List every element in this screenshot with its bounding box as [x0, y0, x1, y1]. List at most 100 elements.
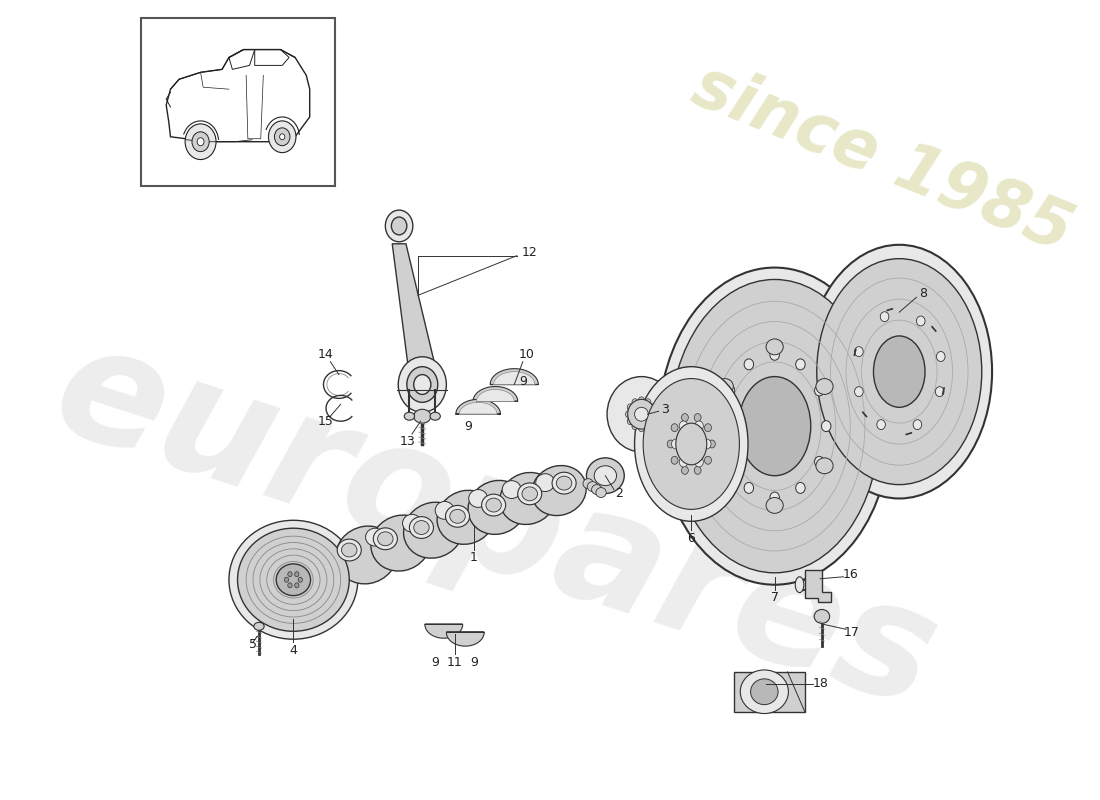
Ellipse shape: [450, 510, 465, 523]
Ellipse shape: [594, 466, 616, 486]
Ellipse shape: [531, 466, 586, 515]
Ellipse shape: [795, 577, 804, 593]
Circle shape: [671, 456, 678, 464]
Circle shape: [638, 397, 645, 404]
Ellipse shape: [628, 399, 656, 429]
Circle shape: [668, 440, 674, 448]
Ellipse shape: [404, 502, 463, 558]
Ellipse shape: [873, 336, 925, 407]
Text: europares: europares: [36, 310, 955, 740]
Ellipse shape: [336, 526, 397, 584]
Circle shape: [671, 424, 678, 432]
Circle shape: [185, 124, 216, 159]
Circle shape: [288, 583, 293, 588]
Text: 7: 7: [771, 591, 779, 604]
Text: 9: 9: [431, 655, 439, 669]
Circle shape: [275, 128, 290, 146]
Ellipse shape: [586, 458, 625, 494]
Ellipse shape: [404, 412, 415, 420]
Ellipse shape: [740, 670, 789, 714]
Circle shape: [288, 572, 293, 577]
Ellipse shape: [403, 514, 421, 532]
Circle shape: [935, 386, 944, 397]
Circle shape: [671, 439, 680, 449]
Circle shape: [744, 359, 754, 370]
Text: 9: 9: [519, 375, 527, 388]
Circle shape: [704, 456, 712, 464]
Ellipse shape: [587, 482, 597, 491]
Ellipse shape: [670, 279, 880, 573]
Circle shape: [795, 359, 805, 370]
Ellipse shape: [816, 458, 833, 474]
Circle shape: [279, 134, 285, 140]
Ellipse shape: [371, 515, 431, 571]
Ellipse shape: [446, 506, 470, 527]
Polygon shape: [455, 399, 500, 414]
Ellipse shape: [750, 679, 778, 705]
Circle shape: [880, 312, 889, 322]
Ellipse shape: [816, 378, 833, 394]
Ellipse shape: [592, 485, 602, 494]
Ellipse shape: [276, 564, 310, 596]
Circle shape: [197, 138, 204, 146]
Text: 13: 13: [399, 434, 416, 447]
Ellipse shape: [716, 378, 734, 394]
Circle shape: [855, 386, 864, 397]
Circle shape: [936, 351, 945, 362]
Circle shape: [725, 385, 735, 396]
Text: 11: 11: [447, 655, 463, 669]
Circle shape: [285, 578, 288, 582]
Ellipse shape: [377, 532, 393, 546]
Circle shape: [632, 398, 638, 406]
Ellipse shape: [552, 472, 576, 494]
Ellipse shape: [238, 528, 349, 631]
Text: since 1985: since 1985: [683, 53, 1081, 265]
Circle shape: [680, 457, 688, 467]
Ellipse shape: [436, 502, 454, 519]
Circle shape: [192, 132, 209, 152]
Circle shape: [916, 316, 925, 326]
Text: 10: 10: [518, 348, 535, 362]
Text: 2: 2: [615, 487, 623, 500]
Ellipse shape: [409, 517, 433, 538]
Circle shape: [645, 422, 651, 430]
Ellipse shape: [437, 490, 495, 544]
Circle shape: [815, 456, 824, 467]
Ellipse shape: [414, 521, 429, 534]
Circle shape: [704, 424, 712, 432]
Circle shape: [877, 420, 886, 430]
Polygon shape: [460, 402, 497, 414]
Text: 12: 12: [521, 246, 538, 259]
Ellipse shape: [522, 487, 538, 501]
Text: 1: 1: [470, 551, 477, 565]
Circle shape: [385, 210, 412, 242]
Circle shape: [795, 482, 805, 494]
Circle shape: [626, 410, 631, 418]
Text: 15: 15: [317, 414, 333, 428]
Circle shape: [298, 578, 302, 582]
Circle shape: [694, 414, 701, 422]
Circle shape: [855, 346, 864, 357]
Ellipse shape: [557, 476, 572, 490]
Circle shape: [650, 404, 656, 410]
Circle shape: [744, 482, 754, 494]
Circle shape: [295, 583, 299, 588]
Text: 4: 4: [289, 644, 297, 657]
Ellipse shape: [503, 481, 521, 498]
Ellipse shape: [430, 412, 440, 420]
FancyBboxPatch shape: [141, 18, 334, 186]
Text: 3: 3: [661, 402, 670, 416]
Circle shape: [632, 422, 638, 430]
Circle shape: [627, 418, 634, 425]
Circle shape: [645, 398, 651, 406]
Ellipse shape: [254, 622, 264, 630]
Circle shape: [770, 492, 780, 503]
Ellipse shape: [469, 490, 487, 507]
Circle shape: [682, 466, 689, 474]
Circle shape: [695, 421, 703, 431]
Circle shape: [815, 385, 824, 396]
Circle shape: [414, 374, 431, 394]
Ellipse shape: [766, 339, 783, 354]
Polygon shape: [476, 390, 515, 402]
Circle shape: [392, 217, 407, 235]
